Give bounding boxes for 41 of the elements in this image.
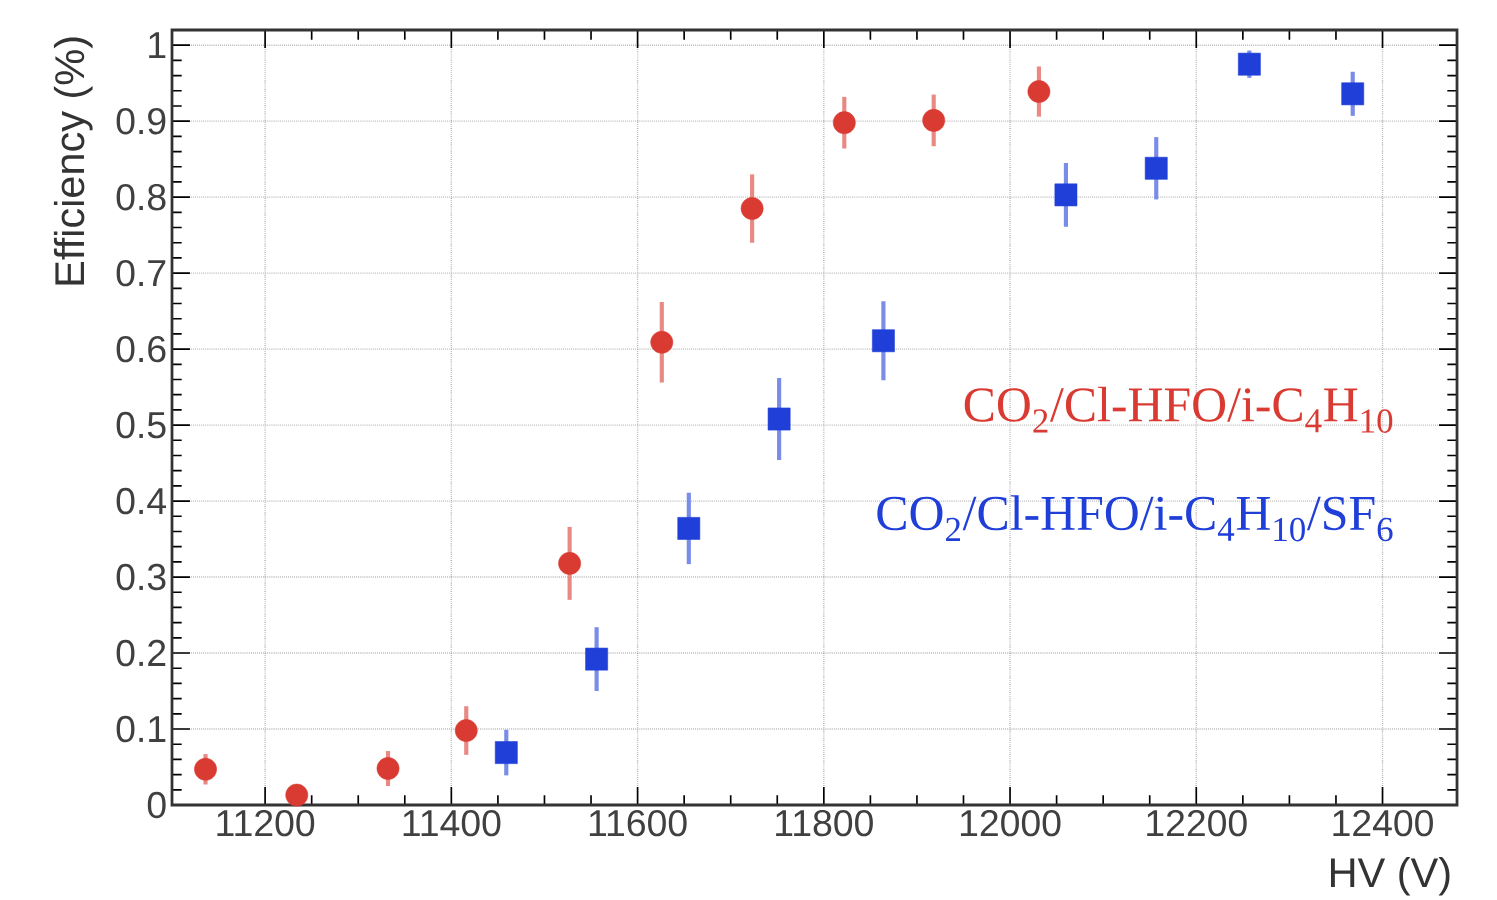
y-tick-label: 0.5: [116, 411, 166, 439]
point: [454, 719, 478, 742]
y-axis-title: Efficiency (%): [53, 37, 93, 285]
point: [1144, 156, 1168, 180]
point: [376, 757, 400, 780]
y-tick-label: 0.4: [116, 487, 167, 515]
point: [1238, 52, 1261, 76]
point: [1341, 82, 1365, 106]
x-tick-label: 12200: [1147, 809, 1247, 837]
y-tick-label: 0: [147, 791, 166, 819]
point: [832, 111, 856, 134]
y-tick-label: 0.3: [116, 563, 166, 591]
x-axis-title: HV (V): [1331, 856, 1450, 896]
x-tick-label: 11800: [776, 809, 873, 837]
point: [1027, 80, 1051, 103]
point: [740, 197, 764, 220]
x-tick-label: 11400: [403, 809, 501, 837]
y-tick-label: 0.2: [116, 639, 166, 667]
y-tick-label: 0.8: [116, 183, 166, 211]
point: [767, 407, 791, 431]
point: [194, 757, 217, 781]
y-tick-label: 0.9: [116, 107, 166, 135]
point: [677, 516, 701, 540]
y-tick-label: 0.1: [116, 715, 166, 743]
y-tick-label: 0.6: [116, 335, 166, 363]
point: [285, 783, 309, 807]
point: [650, 330, 674, 354]
x-tick-label: 11200: [217, 809, 315, 837]
point: [585, 647, 608, 671]
point: [494, 741, 518, 764]
x-tick-label: 12000: [960, 809, 1061, 837]
text: CO$_{2}$/Cl-HFO/i-C$_{4}$H$_{10}$/SF$_{6}$: [877, 495, 1393, 542]
point: [558, 551, 581, 575]
x-tick-label: 11600: [589, 809, 687, 837]
y-tick-label: 0.7: [116, 259, 166, 287]
y-tick-label: 1: [149, 32, 166, 58]
point: [1054, 183, 1078, 207]
text: CO$_{2}$/Cl-HFO/i-C$_{4}$H$_{10}$: [964, 386, 1393, 433]
point: [922, 108, 946, 132]
point: [872, 329, 895, 352]
x-tick-label: 12400: [1333, 809, 1433, 837]
